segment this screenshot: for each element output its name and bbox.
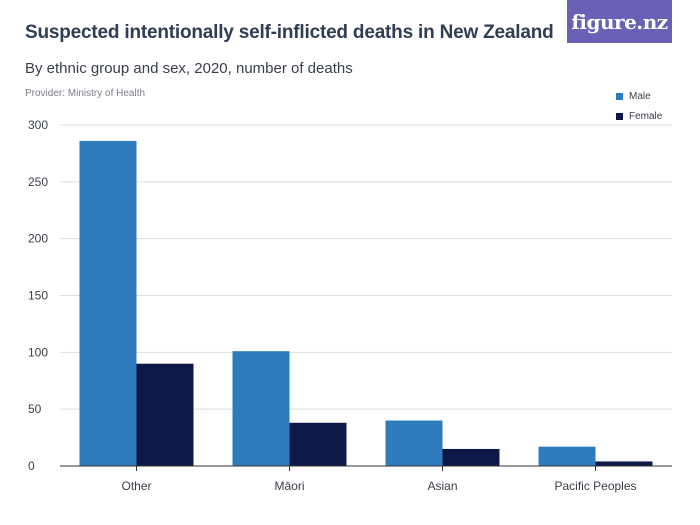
bar-female-3 (595, 461, 653, 466)
bar-female-1 (289, 422, 347, 466)
x-tick-label: Asian (427, 479, 457, 493)
y-tick-label: 250 (28, 175, 48, 189)
chart-subtitle: By ethnic group and sex, 2020, number of… (25, 60, 353, 77)
legend-swatch-male (616, 92, 623, 100)
y-tick-label: 100 (28, 345, 48, 359)
bar-male-0 (79, 140, 137, 466)
figure-nz-logo[interactable]: figure.nz (567, 0, 672, 43)
legend-label-male: Male (629, 90, 651, 102)
bar-female-0 (136, 363, 194, 466)
y-tick-label: 200 (28, 232, 48, 246)
legend-item-female: Female (616, 106, 662, 126)
legend-item-male: Male (616, 86, 662, 106)
bar-female-2 (442, 448, 500, 466)
bar-male-2 (385, 420, 443, 466)
y-tick-label: 150 (28, 289, 48, 303)
chart-title: Suspected intentionally self-inflicted d… (25, 22, 554, 43)
y-tick-label: 50 (28, 402, 42, 416)
x-tick-label: Pacific Peoples (554, 479, 636, 493)
y-tick-label: 300 (28, 118, 48, 132)
bar-male-1 (232, 351, 290, 466)
bar-male-3 (538, 446, 596, 466)
legend-label-female: Female (629, 110, 663, 122)
provider-note: Provider: Ministry of Health (25, 88, 146, 99)
y-tick-label: 0 (28, 459, 35, 473)
x-tick-label: Māori (274, 479, 304, 493)
legend: Male Female (616, 86, 662, 126)
legend-swatch-female (616, 112, 623, 120)
x-tick-label: Other (121, 479, 151, 493)
